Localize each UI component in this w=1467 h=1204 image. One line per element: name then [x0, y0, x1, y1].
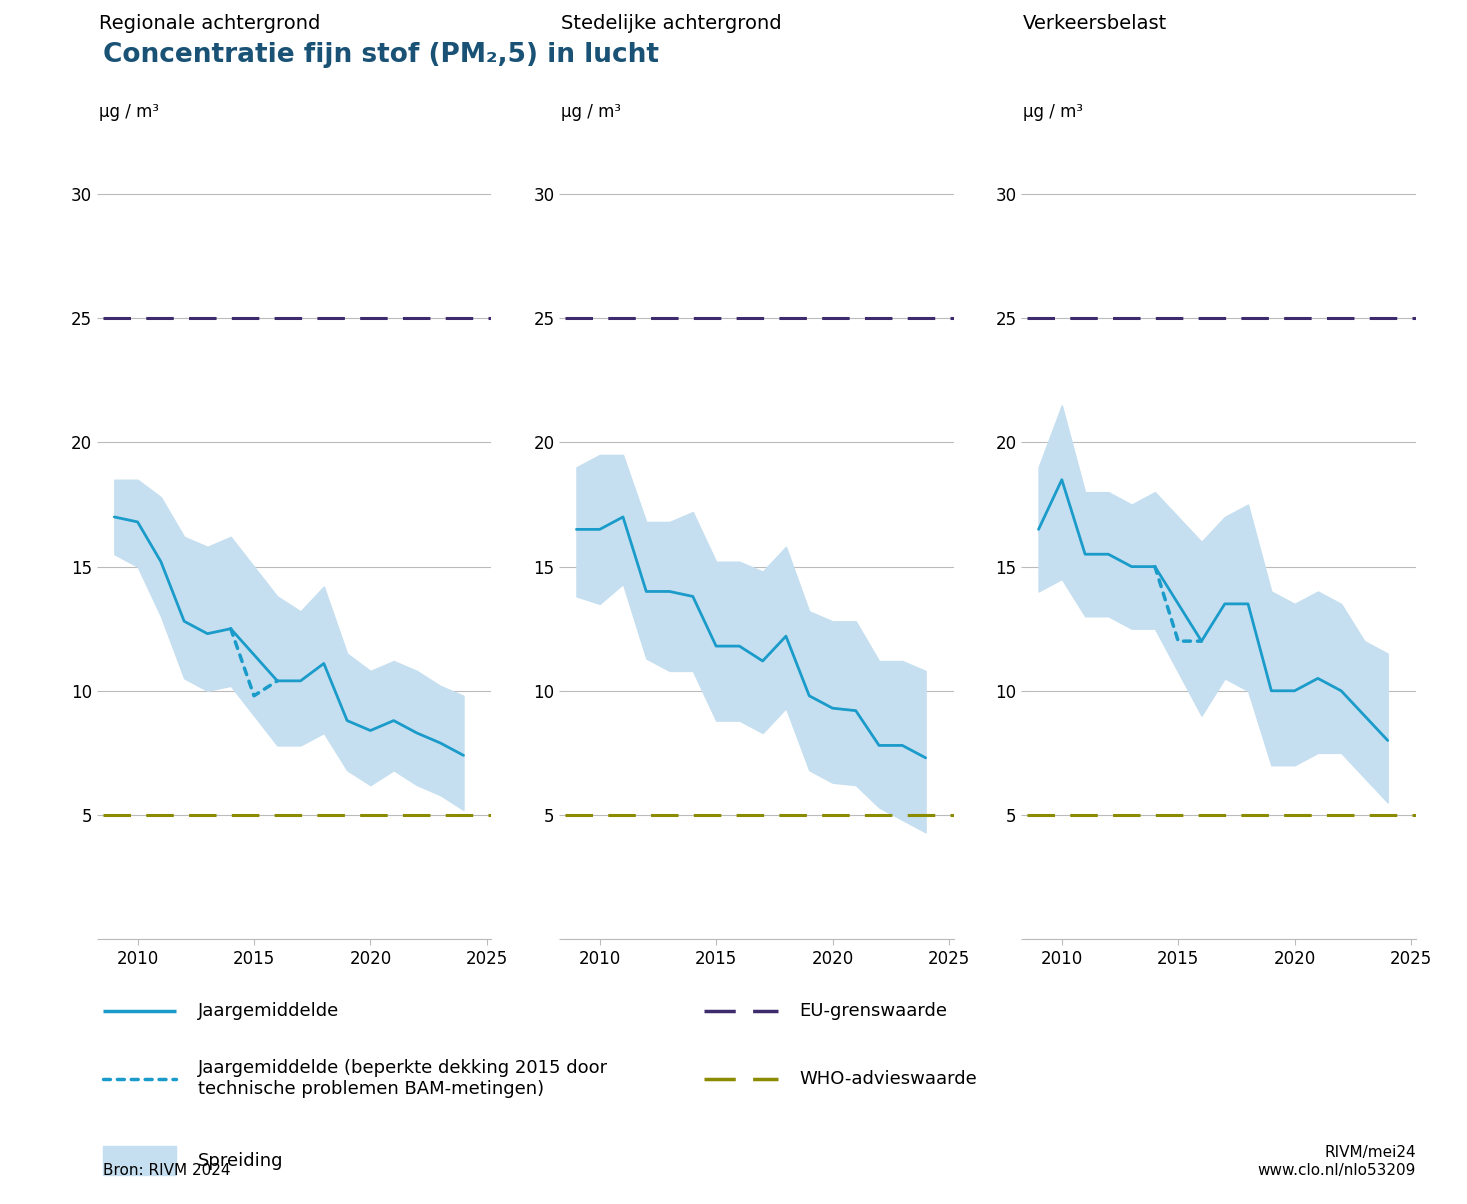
- Text: μg / m³: μg / m³: [98, 102, 158, 120]
- Text: EU-grenswaarde: EU-grenswaarde: [800, 1003, 948, 1020]
- Text: Jaargemiddelde: Jaargemiddelde: [198, 1003, 339, 1020]
- Text: Bron: RIVM 2024: Bron: RIVM 2024: [103, 1163, 230, 1178]
- Text: WHO-advieswaarde: WHO-advieswaarde: [800, 1070, 977, 1087]
- Text: RIVM/mei24
www.clo.nl/nlo53209: RIVM/mei24 www.clo.nl/nlo53209: [1257, 1145, 1416, 1178]
- FancyBboxPatch shape: [103, 1146, 176, 1175]
- Text: Concentratie fijn stof (PM₂,5) in lucht: Concentratie fijn stof (PM₂,5) in lucht: [103, 42, 659, 69]
- Text: Jaargemiddelde (beperkte dekking 2015 door
technische problemen BAM-metingen): Jaargemiddelde (beperkte dekking 2015 do…: [198, 1060, 609, 1098]
- Text: Spreiding: Spreiding: [198, 1152, 283, 1169]
- Text: Regionale achtergrond: Regionale achtergrond: [98, 14, 320, 34]
- Text: μg / m³: μg / m³: [560, 102, 621, 120]
- Text: Stedelijke achtergrond: Stedelijke achtergrond: [560, 14, 782, 34]
- Text: Verkeersbelast: Verkeersbelast: [1022, 14, 1168, 34]
- Text: μg / m³: μg / m³: [1022, 102, 1083, 120]
